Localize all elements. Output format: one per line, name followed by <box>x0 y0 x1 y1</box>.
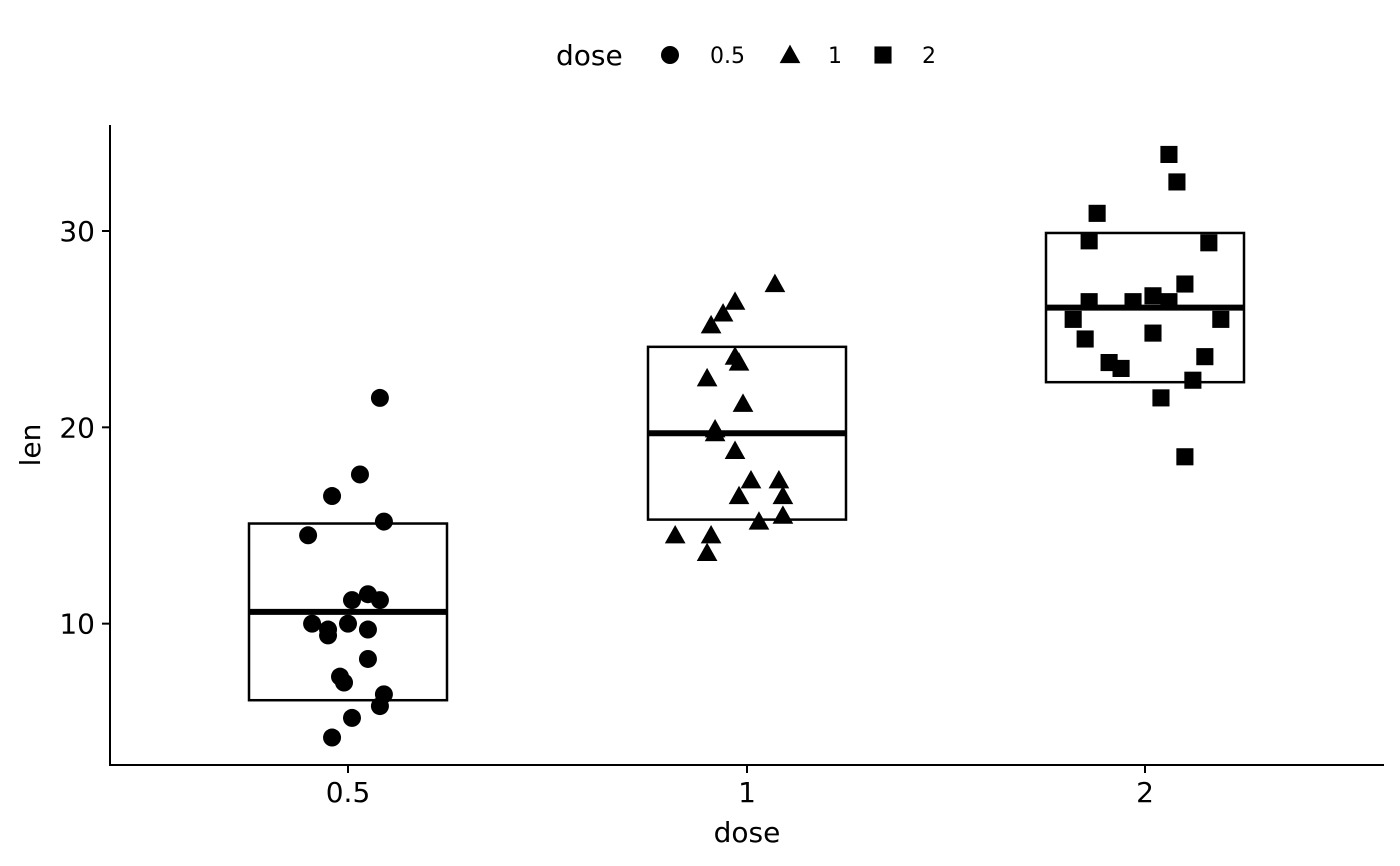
point-1 <box>704 422 726 442</box>
point-1 <box>764 273 786 293</box>
legend-square-icon <box>874 46 892 64</box>
legend-triangle-icon <box>779 44 801 64</box>
point-2 <box>1212 310 1230 328</box>
point-2 <box>1144 287 1162 305</box>
point-0.5 <box>299 526 318 545</box>
point-1 <box>724 440 746 459</box>
point-0.5 <box>339 614 357 633</box>
x-tick-label: 2 <box>1136 776 1154 809</box>
point-2 <box>1152 389 1170 407</box>
point-0.5 <box>370 591 389 610</box>
x-tick-label: 0.5 <box>326 776 371 809</box>
point-2 <box>1144 324 1162 342</box>
x-axis-label: dose <box>714 816 781 849</box>
y-tick-label: 10 <box>59 608 95 641</box>
point-1 <box>748 511 770 530</box>
point-1 <box>728 485 750 505</box>
point-0.5 <box>323 728 342 747</box>
point-0.5 <box>303 614 322 633</box>
point-1 <box>732 393 754 412</box>
point-2 <box>1184 371 1202 389</box>
point-1 <box>772 505 794 524</box>
point-1 <box>700 524 722 544</box>
y-axis-label: len <box>14 424 47 467</box>
point-1 <box>664 524 686 544</box>
point-0.5 <box>342 708 361 727</box>
x-tick-label: 1 <box>738 776 756 809</box>
point-0.5 <box>323 487 342 506</box>
point-2 <box>1076 330 1094 348</box>
x-axis-ticks: 0.5 1 2 <box>326 765 1154 809</box>
point-0.5 <box>342 591 361 610</box>
point-1 <box>740 469 762 489</box>
point-2 <box>1124 293 1142 311</box>
point-2 <box>1196 348 1214 366</box>
legend-label: 2 <box>922 44 936 69</box>
point-0.5 <box>319 626 338 645</box>
point-0.5 <box>370 388 389 407</box>
point-2 <box>1080 293 1098 311</box>
legend: dose 0.5 1 2 <box>556 39 936 72</box>
legend-label: 1 <box>828 44 842 69</box>
point-0.5 <box>350 465 369 484</box>
point-2 <box>1080 232 1098 250</box>
point-2 <box>1160 145 1178 163</box>
jitter-points <box>299 145 1230 747</box>
point-1 <box>728 352 750 371</box>
point-2 <box>1176 448 1194 466</box>
point-1 <box>724 291 746 310</box>
point-0.5 <box>370 697 389 716</box>
point-2 <box>1168 173 1186 191</box>
point-0.5 <box>358 649 377 668</box>
point-2 <box>1088 204 1106 222</box>
point-1 <box>772 485 794 505</box>
point-1 <box>768 469 790 489</box>
y-axis-ticks: 10 20 30 <box>59 215 110 641</box>
point-2 <box>1064 310 1082 328</box>
point-1 <box>700 314 722 334</box>
y-tick-label: 30 <box>59 215 95 248</box>
point-0.5 <box>374 512 393 531</box>
point-2 <box>1200 234 1218 252</box>
point-1 <box>696 542 718 562</box>
point-2 <box>1160 293 1178 311</box>
point-0.5 <box>335 673 354 692</box>
legend-circle-icon <box>661 46 679 64</box>
point-2 <box>1176 275 1194 293</box>
legend-title: dose <box>556 39 623 72</box>
y-tick-label: 20 <box>59 411 95 444</box>
legend-label: 0.5 <box>710 44 745 69</box>
point-2 <box>1112 359 1130 377</box>
point-1 <box>696 367 718 387</box>
point-0.5 <box>358 620 377 639</box>
point-1 <box>712 303 734 322</box>
boxplots <box>247 231 1246 702</box>
